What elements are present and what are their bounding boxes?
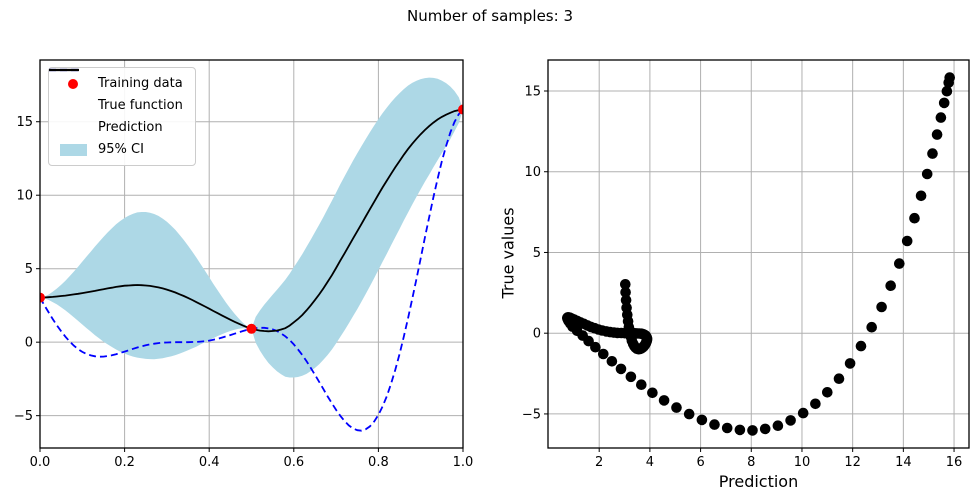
x-tick-label: 10 xyxy=(794,455,811,470)
legend: Training data True function Prediction 9… xyxy=(48,67,196,166)
x-tick-label: 0.2 xyxy=(114,455,135,470)
scatter-point xyxy=(620,287,631,298)
training-point xyxy=(458,104,463,115)
y-tick-label: 10 xyxy=(524,165,541,180)
y-tick-label: 15 xyxy=(524,85,541,100)
scatter-point xyxy=(901,235,913,247)
legend-item-training-data: Training data xyxy=(57,75,183,92)
scatter-point xyxy=(696,414,708,426)
y-tick-label: −5 xyxy=(522,407,541,422)
scatter-point xyxy=(797,407,809,419)
scatter-point xyxy=(747,425,758,436)
legend-item-ci: 95% CI xyxy=(57,141,183,158)
scatter-point xyxy=(941,85,953,97)
scatter-point xyxy=(785,415,796,426)
axes-spine xyxy=(39,59,464,449)
scatter-point xyxy=(885,280,896,292)
scatter-point xyxy=(810,398,821,410)
scatter-point xyxy=(909,212,920,224)
y-tick-label: 10 xyxy=(16,189,33,204)
figure-title: Number of samples: 3 xyxy=(407,7,573,25)
scatter-point xyxy=(876,301,887,313)
legend-label-ci: 95% CI xyxy=(98,142,144,157)
x-tick-label: 2 xyxy=(595,455,603,470)
scatter-point xyxy=(944,72,955,83)
scatter-point xyxy=(636,379,647,391)
legend-label-true-function: True function xyxy=(98,98,183,113)
training-data-marker-icon xyxy=(57,78,89,89)
scatter-point xyxy=(625,371,637,383)
x-tick-label: 6 xyxy=(696,455,704,470)
scatter-point xyxy=(833,373,845,385)
legend-label-prediction: Prediction xyxy=(98,120,163,135)
gp-plot-data xyxy=(40,77,463,432)
y-tick-label: 5 xyxy=(533,246,541,261)
scatter-point xyxy=(855,340,867,352)
scatter-point xyxy=(759,423,771,435)
scatter-point xyxy=(721,422,733,434)
y-axis-label: True values xyxy=(498,207,518,299)
x-tick-label: 4 xyxy=(646,455,654,470)
y-tick-label: 15 xyxy=(16,115,33,130)
scatter-point xyxy=(647,387,658,399)
scatter-point xyxy=(894,258,905,269)
scatter-point xyxy=(921,168,933,180)
scatter-point xyxy=(772,420,784,432)
scatter-point xyxy=(658,395,670,406)
y-tick-label: 0 xyxy=(25,336,33,351)
scatter-point xyxy=(598,348,609,360)
x-tick-label: 0.6 xyxy=(283,455,304,470)
scatter-point xyxy=(935,112,947,123)
scatter-plot-data xyxy=(562,72,955,436)
scatter-point xyxy=(590,341,601,353)
x-tick-label: 16 xyxy=(946,455,963,470)
x-axis-label: Prediction xyxy=(718,472,799,491)
scatter-point xyxy=(709,419,720,430)
scatter-point xyxy=(583,335,594,347)
x-tick-label: 8 xyxy=(747,455,755,470)
scatter-point xyxy=(866,321,877,333)
scatter-point xyxy=(915,190,927,202)
training-point xyxy=(40,292,45,303)
scatter-point xyxy=(671,402,682,413)
scatter-point xyxy=(734,424,746,436)
x-tick-label: 1.0 xyxy=(453,455,474,470)
axes-spine xyxy=(547,59,970,449)
x-tick-label: 0.4 xyxy=(199,455,220,470)
legend-item-true-function: True function xyxy=(49,68,183,114)
legend-item-prediction: Prediction xyxy=(49,68,183,136)
scatter-point xyxy=(683,408,695,420)
x-tick-label: 14 xyxy=(895,455,912,470)
ci-patch-icon xyxy=(57,143,89,156)
x-tick-label: 0.8 xyxy=(368,455,389,470)
scatter-point xyxy=(938,97,950,109)
scatter-point xyxy=(822,387,833,398)
training-point xyxy=(246,323,257,334)
scatter-point xyxy=(931,129,943,140)
y-tick-label: 0 xyxy=(533,327,541,342)
scatter-point xyxy=(844,358,856,369)
scatter-point xyxy=(927,148,938,159)
y-tick-label: 5 xyxy=(25,262,33,277)
x-tick-label: 12 xyxy=(844,455,861,470)
legend-label-training-data: Training data xyxy=(98,76,183,91)
scatter-point xyxy=(606,356,618,367)
ci-band xyxy=(40,77,463,378)
scatter-point xyxy=(615,363,627,375)
y-tick-label: −5 xyxy=(14,409,33,424)
x-tick-label: 0.0 xyxy=(30,455,51,470)
scatter-point xyxy=(620,279,631,290)
scatter-point xyxy=(620,294,632,306)
